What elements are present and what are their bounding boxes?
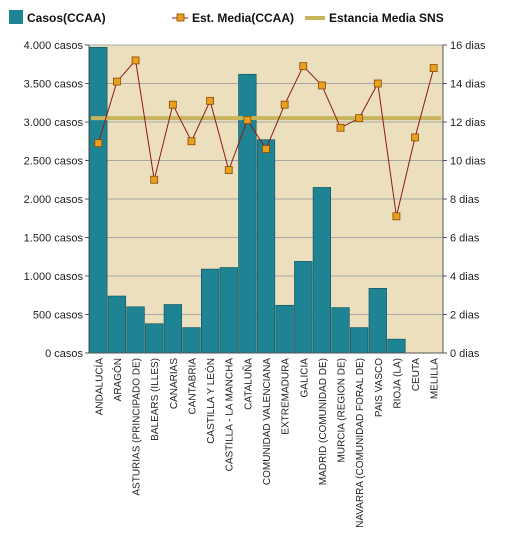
line-marker (429, 64, 438, 72)
line-marker (392, 212, 401, 221)
line-marker (355, 114, 364, 123)
right-tick-label: 10 dias (450, 156, 486, 168)
line-marker (243, 116, 252, 124)
line-marker (280, 100, 289, 109)
left-tick-label: 500 casos (33, 310, 84, 322)
legend-label-line: Est. Media(CCAA) (192, 11, 294, 25)
line-marker (168, 100, 177, 109)
category-label: MELILLA (430, 358, 441, 399)
bar (107, 295, 127, 354)
left-tick-label: 3.000 casos (24, 117, 84, 129)
bar (256, 139, 276, 354)
legend-swatch-marker (176, 13, 185, 22)
category-label: MADRID (COMUNIDAD DE) (318, 358, 329, 485)
line-marker (113, 77, 121, 86)
bar (182, 327, 201, 354)
line-marker (150, 175, 159, 184)
line-marker (299, 62, 308, 71)
category-label: BALEARS (ILLES) (150, 358, 161, 441)
category-label: ARAGÓN (111, 358, 124, 401)
bar (294, 261, 313, 354)
line-marker (224, 166, 233, 175)
left-tick-label: 3.500 casos (24, 79, 84, 91)
category-label: CANARIAS (169, 358, 180, 409)
bar (275, 304, 294, 354)
bar (368, 288, 387, 354)
bar (89, 47, 108, 354)
legend-swatch-bars (9, 10, 23, 24)
bar (200, 268, 220, 354)
bar (387, 338, 406, 354)
bar (238, 73, 257, 354)
category-label: GALICIA (299, 358, 310, 398)
right-tick-label: 2 dias (450, 310, 480, 322)
right-tick-label: 4 dias (450, 271, 480, 283)
bar (312, 187, 332, 354)
line-marker (336, 123, 345, 132)
line-marker (373, 79, 382, 88)
left-tick-label: 0 casos (45, 348, 83, 360)
category-label: ASTURIAS (PRINCIPADO DE) (132, 358, 143, 496)
line-marker (411, 133, 419, 142)
line-marker (317, 81, 326, 90)
category-label: CANTABRIA (187, 358, 198, 415)
right-tick-label: 14 dias (450, 79, 486, 91)
bar (219, 267, 238, 354)
category-label: CASTILLA - LA MANCHA (225, 358, 236, 472)
right-tick-label: 12 dias (450, 117, 486, 129)
category-label: CATALUÑA (241, 358, 254, 410)
category-label: MURCIA (REGION DE) (337, 358, 348, 462)
category-label: COMUNIDAD VALENCIANA (262, 358, 273, 485)
line-marker (206, 96, 215, 105)
category-label: EXTREMADURA (281, 358, 292, 435)
left-tick-label: 4.000 casos (24, 40, 84, 52)
left-tick-label: 1.500 casos (24, 233, 84, 245)
line-marker (94, 139, 103, 148)
legend-label-reference: Estancia Media SNS (329, 11, 444, 25)
left-tick-label: 2.000 casos (24, 194, 84, 206)
right-tick-label: 0 dias (450, 348, 480, 360)
bar (126, 306, 145, 354)
bar (145, 323, 164, 354)
category-label: CASTILLA Y LEÓN (204, 358, 217, 444)
bar (331, 307, 350, 354)
right-tick-label: 6 dias (450, 233, 480, 245)
category-label: ANDALUCÍA (92, 358, 105, 416)
line-marker (262, 145, 270, 153)
bar (350, 327, 369, 354)
bar (163, 304, 182, 354)
left-tick-label: 1.000 casos (24, 271, 84, 283)
right-tick-label: 8 dias (450, 194, 480, 206)
category-label: RIOJA (LA) (392, 358, 403, 409)
category-label: PAIS VASCO (374, 358, 385, 417)
left-tick-label: 2.500 casos (24, 156, 84, 168)
legend-label-bars: Casos(CCAA) (27, 11, 106, 25)
category-label: CEUTA (411, 358, 422, 391)
line-marker (131, 56, 140, 65)
category-label: NAVARRA (COMUNIDAD FORAL DE) (355, 358, 366, 528)
line-marker (187, 137, 196, 146)
right-tick-label: 16 dias (450, 40, 486, 52)
